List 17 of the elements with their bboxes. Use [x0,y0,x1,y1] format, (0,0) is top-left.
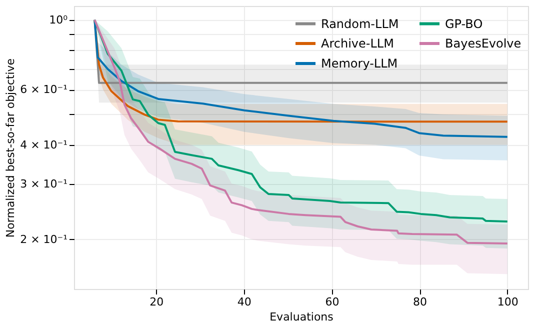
legend-label: Memory-LLM [321,56,398,70]
x-tick-label: 60 [325,296,340,308]
y-tick-label: 3 × 10⁻¹ [20,178,68,191]
legend-label: BayesEvolve [445,36,522,50]
legend-label: Random-LLM [321,16,399,31]
y-tick-label: 6 × 10⁻¹ [20,83,68,96]
y-axis-title: Normalized best-so-far objective [4,58,18,238]
x-tick-label: 80 [413,296,428,308]
legend-label: GP-BO [445,16,483,31]
y-tick-label: 4 × 10⁻¹ [20,138,68,152]
x-axis-title: Evaluations [270,310,334,324]
y-tick-label: 2 × 10⁻¹ [20,232,68,246]
x-tick-label: 100 [497,296,518,308]
x-tick-label: 40 [237,296,252,308]
legend-label: Archive-LLM [321,36,394,50]
x-tick-label: 20 [150,296,164,308]
y-tick-label: 10⁰ [49,13,68,26]
